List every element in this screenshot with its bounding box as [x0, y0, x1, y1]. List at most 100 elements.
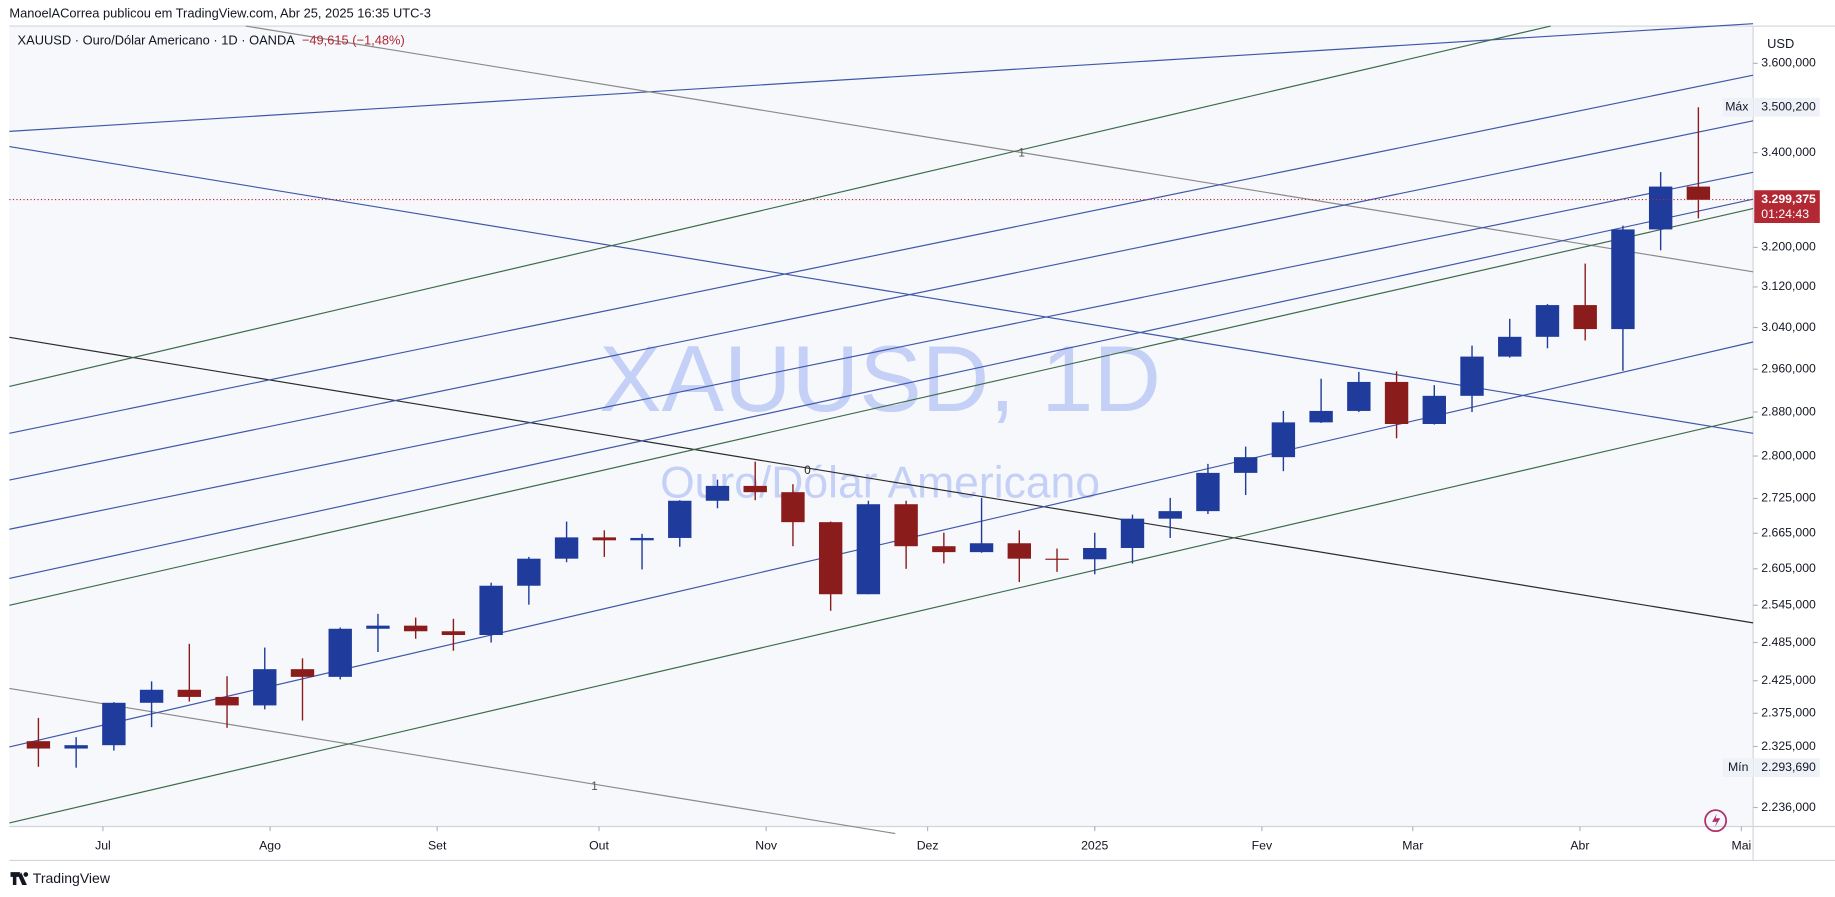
candle-body — [139, 689, 164, 703]
candle-body — [328, 628, 352, 677]
publisher-header: ManoelACorrea publicou em TradingView.co… — [9, 6, 431, 21]
candle-body — [215, 696, 239, 706]
candle-body — [1535, 305, 1560, 337]
candle-body — [1045, 558, 1069, 560]
candle-body — [1573, 305, 1597, 330]
drawing-label: 1 — [1018, 147, 1025, 160]
candle-body — [743, 485, 767, 493]
y-tick-label: 2.880,000 — [1761, 404, 1816, 418]
y-tick-label: 2.725,000 — [1761, 491, 1816, 505]
icon — [1712, 813, 1721, 828]
drawing-label: 1 — [591, 780, 598, 793]
x-tick-label: Nov — [755, 839, 778, 853]
candle-body — [1498, 336, 1522, 357]
candle-body — [1611, 229, 1635, 330]
extreme-value: 3.500,200 — [1761, 100, 1816, 114]
candle-body — [517, 558, 541, 586]
candle-body — [479, 585, 503, 636]
y-tick-label: 2.375,000 — [1761, 706, 1816, 720]
y-tick-label: 2.425,000 — [1761, 673, 1816, 687]
candle-body — [1347, 381, 1371, 411]
chart-title: XAUUSD · Ouro/Dólar Americano · 1D · OAN… — [18, 33, 296, 48]
y-tick-label: 3.200,000 — [1761, 240, 1816, 254]
candle-body — [969, 543, 994, 553]
axis-unit: USD — [1767, 36, 1794, 51]
x-tick-label: Ago — [259, 839, 281, 853]
candle-body — [290, 669, 315, 677]
footer-brand: TradingView — [33, 870, 111, 886]
candle-body — [856, 504, 881, 595]
candle-body — [1460, 356, 1484, 396]
x-tick-label: Mar — [1402, 839, 1423, 853]
y-tick-label: 2.325,000 — [1761, 739, 1816, 753]
candle-body — [1384, 381, 1409, 425]
y-tick-label: 2.485,000 — [1761, 635, 1816, 649]
trend-line — [9, 74, 1754, 434]
last-price-label: 3.299,375 — [1761, 192, 1816, 206]
y-tick-label: 2.960,000 — [1761, 361, 1816, 375]
trend-line — [9, 171, 1754, 530]
candle-body — [1196, 472, 1220, 512]
x-tick-label: Mai — [1732, 839, 1752, 853]
candle-body — [592, 537, 617, 541]
y-tick-label: 2.800,000 — [1761, 448, 1816, 462]
y-tick-label: 3.120,000 — [1761, 279, 1816, 293]
trend-line — [9, 336, 1754, 624]
x-tick-label: Fev — [1252, 839, 1273, 853]
trend-line — [9, 25, 1551, 388]
candle-body — [253, 669, 277, 706]
candle-body — [668, 500, 692, 538]
candle-body — [818, 522, 843, 595]
extreme-value: 2.293,690 — [1761, 760, 1816, 774]
candle-body — [554, 537, 579, 559]
icon[interactable] — [1704, 809, 1728, 833]
candle-body — [1648, 186, 1673, 230]
y-tick-label: 3.600,000 — [1761, 56, 1816, 70]
trend-line — [9, 198, 1754, 579]
y-tick-label: 3.400,000 — [1761, 145, 1816, 159]
chart-subtitle: −49,615 (−1,48%) — [302, 33, 405, 48]
x-tick-label: Set — [428, 839, 447, 853]
candle-body — [1422, 395, 1446, 425]
extreme-name: Máx — [1725, 100, 1748, 114]
y-tick-label: 2.665,000 — [1761, 526, 1816, 540]
plot-area — [9, 26, 1754, 827]
candle-body — [1120, 518, 1145, 548]
watermark: XAUUSD, 1D — [599, 326, 1161, 431]
candle-body — [894, 504, 918, 547]
watermark-subtitle: Ouro/Dólar Americano — [660, 459, 1100, 508]
trend-line — [9, 416, 1754, 824]
candle-body — [630, 537, 654, 541]
candle-body — [102, 702, 126, 746]
candle-body — [1083, 547, 1107, 560]
candle-body — [705, 485, 730, 501]
y-tick-label: 2.236,000 — [1761, 800, 1816, 814]
candle-body — [1007, 543, 1031, 559]
drawing-label: 0 — [804, 464, 811, 477]
candle-body — [1233, 457, 1258, 473]
candle-body — [441, 631, 466, 636]
candle-body — [1271, 422, 1296, 458]
trend-line — [9, 341, 1754, 748]
candle-body — [64, 745, 88, 749]
candle-body — [177, 689, 202, 697]
trend-line — [9, 208, 1754, 606]
candle-body — [1686, 186, 1711, 200]
extreme-tag — [1754, 97, 1820, 117]
extreme-tag — [1754, 758, 1820, 778]
trend-line — [9, 120, 1754, 481]
chart-layer: 3.600,000 3.400,000 3.200,000 3.120,000 3.04… — [9, 56, 1820, 853]
y-tick-label: 2.545,000 — [1761, 598, 1816, 612]
extreme-name-box — [1722, 97, 1754, 117]
x-tick-label: Out — [589, 839, 609, 853]
drawings: 1 0 1 — [9, 23, 1754, 835]
y-tick-label: 3.040,000 — [1761, 320, 1816, 334]
candle-body — [1158, 511, 1182, 519]
x-tick-label: Dez — [917, 839, 939, 853]
trend-line — [245, 25, 1754, 273]
logo — [10, 872, 29, 886]
candle-body — [932, 546, 956, 553]
x-tick-label: Abr — [1570, 839, 1589, 853]
